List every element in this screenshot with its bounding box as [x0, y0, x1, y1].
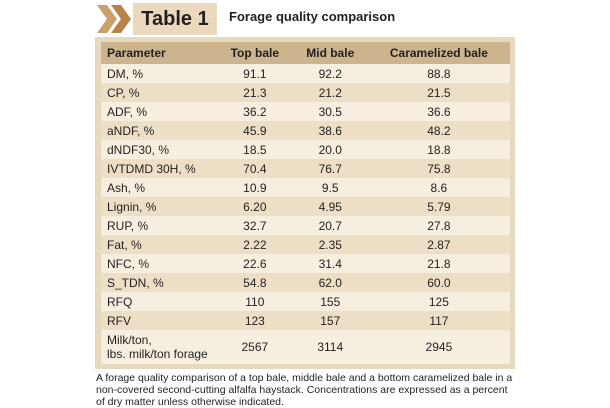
cell: 21.5: [367, 83, 510, 102]
cell: 9.5: [292, 178, 368, 197]
cell: 60.0: [367, 273, 510, 292]
table-title: Forage quality comparison: [229, 9, 396, 24]
cell: 88.8: [367, 64, 510, 83]
cell: 3114: [292, 330, 368, 364]
table-row: aNDF, % 45.9 38.6 48.2: [101, 121, 510, 140]
cell: dNDF30, %: [101, 140, 217, 159]
column-header: Mid bale: [292, 42, 368, 64]
cell: 10.9: [217, 178, 293, 197]
table-row: S_TDN, % 54.8 62.0 60.0: [101, 273, 510, 292]
cell: 125: [367, 292, 510, 311]
cell: RUP, %: [101, 216, 217, 235]
cell: 48.2: [367, 121, 510, 140]
table-row: Milk/ton, lbs. milk/ton forage 2567 3114 294…: [101, 330, 510, 364]
cell: Ash, %: [101, 178, 217, 197]
column-header: Top bale: [217, 42, 293, 64]
cell: 32.7: [217, 216, 293, 235]
cell: RFV: [101, 311, 217, 330]
cell: 2945: [367, 330, 510, 364]
cell: 54.8: [217, 273, 293, 292]
cell: ADF, %: [101, 102, 217, 121]
cell: 36.6: [367, 102, 510, 121]
cell: 18.5: [217, 140, 293, 159]
caption: A forage quality comparison of a top bal…: [96, 372, 513, 408]
cell: 2.22: [217, 235, 293, 254]
table-label: Table 1: [133, 3, 217, 35]
cell: 5.79: [367, 197, 510, 216]
cell: 27.8: [367, 216, 510, 235]
column-header: Parameter: [101, 42, 217, 64]
cell: 45.9: [217, 121, 293, 140]
table-row: RFQ 110 155 125: [101, 292, 510, 311]
cell: aNDF, %: [101, 121, 217, 140]
cell: 117: [367, 311, 510, 330]
cell-line: lbs. milk/ton forage: [107, 347, 208, 361]
table-row: Lignin, % 6.20 4.95 5.79: [101, 197, 510, 216]
cell: 20.0: [292, 140, 368, 159]
cell: 21.2: [292, 83, 368, 102]
cell: 22.6: [217, 254, 293, 273]
cell: 21.8: [367, 254, 510, 273]
cell: 4.95: [292, 197, 368, 216]
table-row: NFC, % 22.6 31.4 21.8: [101, 254, 510, 273]
cell: 62.0: [292, 273, 368, 292]
cell: 76.7: [292, 159, 368, 178]
cell: Milk/ton, lbs. milk/ton forage: [101, 330, 217, 364]
cell: 92.2: [292, 64, 368, 83]
cell: 20.7: [292, 216, 368, 235]
cell: 110: [217, 292, 293, 311]
cell: 91.1: [217, 64, 293, 83]
cell: IVTDMD 30H, %: [101, 159, 217, 178]
cell: DM, %: [101, 64, 217, 83]
cell-line: Milk/ton,: [107, 333, 152, 347]
table-row: RFV 123 157 117: [101, 311, 510, 330]
header: Table 1 Forage quality comparison: [95, 3, 515, 35]
table-row: ADF, % 36.2 30.5 36.6: [101, 102, 510, 121]
cell: NFC, %: [101, 254, 217, 273]
cell: 155: [292, 292, 368, 311]
cell: CP, %: [101, 83, 217, 102]
cell: 2.35: [292, 235, 368, 254]
cell: 21.3: [217, 83, 293, 102]
table-row: Fat, % 2.22 2.35 2.87: [101, 235, 510, 254]
cell: 75.8: [367, 159, 510, 178]
table-row: RUP, % 32.7 20.7 27.8: [101, 216, 510, 235]
cell: 2567: [217, 330, 293, 364]
table-row: IVTDMD 30H, % 70.4 76.7 75.8: [101, 159, 510, 178]
cell: Fat, %: [101, 235, 217, 254]
cell: 2.87: [367, 235, 510, 254]
cell: Lignin, %: [101, 197, 217, 216]
cell: 157: [292, 311, 368, 330]
cell: S_TDN, %: [101, 273, 217, 292]
chevron-icon: [97, 5, 131, 33]
cell: 70.4: [217, 159, 293, 178]
header-row: Parameter Top bale Mid bale Caramelized bal…: [101, 42, 510, 64]
cell: 123: [217, 311, 293, 330]
table-row: Ash, % 10.9 9.5 8.6: [101, 178, 510, 197]
cell: 38.6: [292, 121, 368, 140]
cell: 6.20: [217, 197, 293, 216]
table-row: dNDF30, % 18.5 20.0 18.8: [101, 140, 510, 159]
cell: 31.4: [292, 254, 368, 273]
column-header: Caramelized bale: [367, 42, 510, 64]
cell: 30.5: [292, 102, 368, 121]
cell: 36.2: [217, 102, 293, 121]
table-row: DM, % 91.1 92.2 88.8: [101, 64, 510, 83]
table: Parameter Top bale Mid bale Caramelized bal…: [101, 42, 510, 364]
table-row: CP, % 21.3 21.2 21.5: [101, 83, 510, 102]
cell: RFQ: [101, 292, 217, 311]
cell: 8.6: [367, 178, 510, 197]
cell: 18.8: [367, 140, 510, 159]
